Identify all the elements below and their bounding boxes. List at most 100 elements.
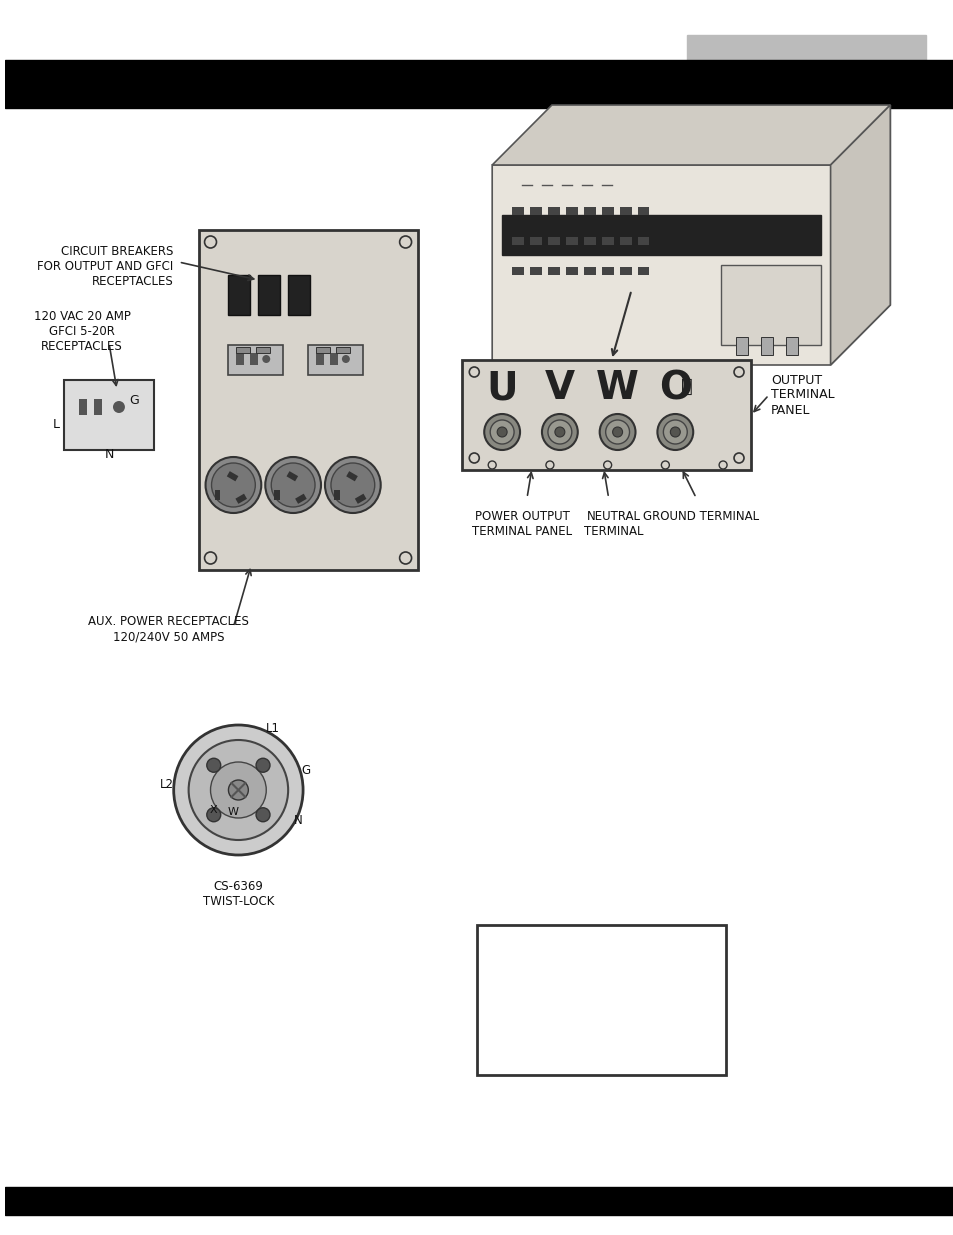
Circle shape — [341, 354, 350, 363]
Text: N: N — [294, 814, 302, 826]
Bar — [760, 337, 772, 354]
Circle shape — [605, 420, 629, 445]
Bar — [5, 61, 953, 107]
Bar — [565, 267, 578, 275]
Circle shape — [228, 781, 248, 800]
Bar — [547, 207, 559, 215]
Bar — [601, 267, 613, 275]
Bar — [227, 471, 238, 482]
Circle shape — [255, 758, 270, 772]
Circle shape — [733, 367, 743, 377]
Circle shape — [189, 740, 288, 840]
Circle shape — [204, 236, 216, 248]
Bar — [637, 237, 649, 245]
Bar — [334, 490, 339, 500]
Bar — [315, 347, 330, 353]
Text: NEUTRAL
TERMINAL: NEUTRAL TERMINAL — [583, 510, 642, 538]
Circle shape — [331, 463, 375, 508]
Circle shape — [497, 427, 507, 437]
Text: U: U — [486, 369, 517, 408]
Circle shape — [603, 461, 611, 469]
Circle shape — [488, 461, 496, 469]
Text: OUTPUT
TERMINAL
PANEL: OUTPUT TERMINAL PANEL — [770, 373, 834, 416]
Circle shape — [207, 808, 220, 821]
Text: L2: L2 — [159, 778, 173, 792]
Text: X: X — [210, 805, 217, 815]
Text: GROUND TERMINAL: GROUND TERMINAL — [642, 510, 759, 522]
Bar — [258, 275, 280, 315]
Bar — [5, 1187, 953, 1215]
Bar — [256, 347, 270, 353]
Text: G: G — [129, 394, 138, 406]
Text: N: N — [104, 448, 113, 462]
Circle shape — [255, 808, 270, 821]
Bar — [315, 353, 324, 366]
Bar — [785, 337, 797, 354]
Circle shape — [490, 420, 514, 445]
Bar — [583, 237, 595, 245]
Bar — [346, 471, 357, 482]
Bar — [228, 275, 250, 315]
Bar — [686, 35, 925, 70]
Bar — [736, 337, 747, 354]
Circle shape — [719, 461, 726, 469]
Text: W: W — [228, 806, 238, 818]
Circle shape — [399, 552, 411, 564]
Bar — [476, 925, 725, 1074]
Text: 120 VAC 20 AMP
GFCI 5-20R
RECEPTACLES: 120 VAC 20 AMP GFCI 5-20R RECEPTACLES — [33, 310, 131, 353]
Bar — [565, 237, 578, 245]
Bar — [94, 399, 102, 415]
Bar — [294, 494, 307, 504]
Bar — [335, 347, 350, 353]
Bar — [228, 345, 283, 375]
Bar — [720, 266, 820, 345]
Circle shape — [469, 453, 478, 463]
Text: W: W — [596, 369, 639, 408]
Circle shape — [555, 427, 564, 437]
Circle shape — [325, 457, 380, 513]
Circle shape — [204, 552, 216, 564]
Bar — [530, 207, 541, 215]
Circle shape — [599, 414, 635, 450]
Bar — [286, 471, 297, 482]
Bar — [565, 207, 578, 215]
Circle shape — [205, 457, 261, 513]
Bar — [637, 267, 649, 275]
Circle shape — [173, 725, 303, 855]
Circle shape — [541, 414, 578, 450]
Circle shape — [211, 762, 266, 818]
Circle shape — [657, 414, 693, 450]
Circle shape — [469, 367, 478, 377]
Circle shape — [662, 420, 686, 445]
FancyBboxPatch shape — [462, 359, 750, 471]
Text: O: O — [659, 369, 691, 408]
Bar — [79, 399, 87, 415]
Bar — [530, 237, 541, 245]
Bar — [618, 267, 631, 275]
Text: V: V — [544, 369, 575, 408]
Bar — [501, 215, 820, 254]
Circle shape — [112, 401, 125, 412]
Bar — [601, 237, 613, 245]
Bar — [236, 353, 244, 366]
Bar — [235, 494, 247, 504]
Bar — [288, 275, 310, 315]
Circle shape — [207, 758, 220, 772]
Bar — [512, 237, 523, 245]
Bar — [64, 380, 153, 450]
Text: G: G — [301, 763, 311, 777]
Bar — [618, 207, 631, 215]
Text: CS-6369
TWIST-LOCK: CS-6369 TWIST-LOCK — [202, 881, 274, 908]
Text: POWER OUTPUT
TERMINAL PANEL: POWER OUTPUT TERMINAL PANEL — [472, 510, 572, 538]
Text: CIRCUIT BREAKERS
FOR OUTPUT AND GFCI
RECEPTACLES: CIRCUIT BREAKERS FOR OUTPUT AND GFCI REC… — [37, 245, 173, 288]
Circle shape — [399, 236, 411, 248]
Bar — [355, 494, 366, 504]
Bar — [530, 267, 541, 275]
Bar — [512, 267, 523, 275]
Text: L: L — [52, 419, 60, 431]
Circle shape — [484, 414, 519, 450]
Bar — [601, 207, 613, 215]
Bar — [250, 353, 258, 366]
Bar — [583, 207, 595, 215]
Bar — [330, 353, 337, 366]
